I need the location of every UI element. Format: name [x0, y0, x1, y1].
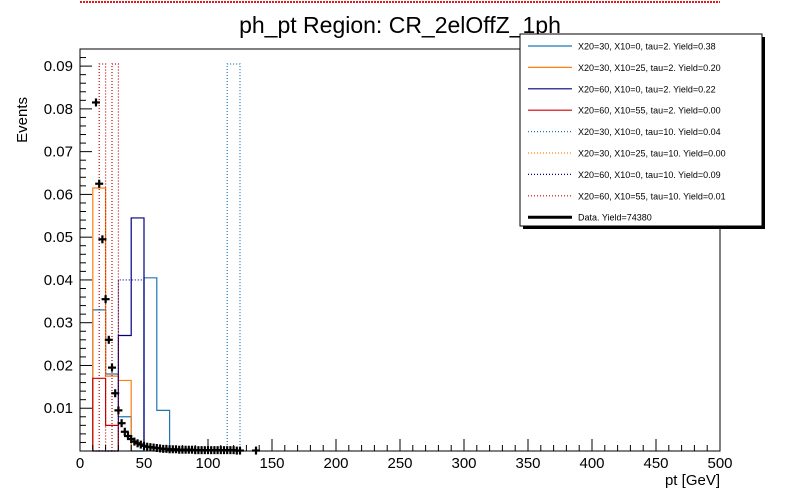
legend-entry: X20=60, X10=55, tau=2. Yield=0.00 [528, 106, 721, 116]
chart-title: ph_pt Region: CR_2elOffZ_1ph [239, 12, 561, 38]
y-tick-label: 0.06 [44, 186, 73, 203]
x-tick-label: 150 [259, 455, 284, 472]
histogram-dotted [226, 63, 241, 451]
legend-label: X20=30, X10=25, tau=10. Yield=0.00 [578, 149, 726, 159]
y-tick-label: 0.02 [44, 357, 73, 374]
x-tick-label: 350 [515, 455, 540, 472]
histogram-solid [92, 187, 132, 451]
y-tick-label: 0.09 [44, 58, 73, 75]
y-axis-label: Events [14, 97, 31, 143]
y-tick-label: 0.08 [44, 101, 73, 118]
legend: X20=30, X10=0, tau=2. Yield=0.38 X20=30, … [519, 33, 765, 229]
data-point [98, 235, 107, 244]
data-point [104, 335, 113, 344]
y-tick-label: 0.03 [44, 315, 73, 332]
legend-label: X20=60, X10=55, tau=2. Yield=0.00 [578, 106, 721, 116]
x-tick-label: 0 [76, 455, 84, 472]
x-axis: 0 50 100 150 200 250 300 350 400 450 500 [76, 439, 733, 472]
x-tick-label: 450 [643, 455, 668, 472]
legend-label: X20=30, X10=0, tau=10. Yield=0.04 [578, 127, 721, 137]
x-tick-label: 500 [707, 455, 732, 472]
x-tick-label: 250 [387, 455, 412, 472]
legend-label: X20=60, X10=55, tau=10. Yield=0.01 [578, 191, 726, 201]
data-point [95, 179, 104, 188]
data-points-layer [92, 98, 260, 455]
legend-entry: X20=30, X10=0, tau=2. Yield=0.38 [528, 42, 716, 52]
legend-label: X20=60, X10=0, tau=10. Yield=0.09 [578, 170, 721, 180]
data-point [101, 295, 110, 304]
y-tick-label: 0.05 [44, 229, 73, 246]
x-tick-label: 100 [195, 455, 220, 472]
legend-label: X20=30, X10=25, tau=2. Yield=0.20 [578, 63, 721, 73]
legend-label: X20=30, X10=0, tau=2. Yield=0.38 [578, 42, 716, 52]
data-point [92, 98, 100, 107]
legend-entry: X20=60, X10=0, tau=10. Yield=0.09 [528, 170, 721, 180]
legend-entry: X20=30, X10=25, tau=10. Yield=0.00 [528, 149, 726, 159]
data-point [108, 363, 116, 372]
histogram-dotted [98, 63, 119, 452]
legend-box [519, 33, 763, 227]
legend-entry: X20=30, X10=0, tau=10. Yield=0.04 [528, 127, 721, 137]
legend-label: X20=60, X10=0, tau=2. Yield=0.22 [578, 84, 716, 94]
y-axis: 0.01 0.02 0.03 0.04 0.05 0.06 0.07 0.08 0.09 [44, 48, 92, 443]
legend-entry: X20=60, X10=55, tau=10. Yield=0.01 [528, 191, 726, 201]
legend-label: Data. Yield=74380 [578, 213, 652, 223]
histogram-dotted [92, 279, 145, 452]
x-tick-label: 200 [323, 455, 348, 472]
legend-entry: X20=60, X10=0, tau=2. Yield=0.22 [528, 84, 716, 94]
data-point [117, 419, 126, 428]
data-point [120, 427, 129, 436]
legend-entry: Data. Yield=74380 [528, 213, 652, 223]
y-tick-label: 0.01 [44, 400, 73, 417]
x-tick-label: 400 [579, 455, 604, 472]
data-point [111, 389, 120, 398]
legend-entry: X20=30, X10=25, tau=2. Yield=0.20 [528, 63, 721, 73]
data-point [114, 406, 123, 415]
x-tick-label: 300 [451, 455, 476, 472]
y-tick-label: 0.07 [44, 144, 73, 161]
x-tick-label: 50 [136, 455, 153, 472]
y-tick-label: 0.04 [44, 272, 73, 289]
x-axis-label: pt [GeV] [665, 472, 720, 489]
